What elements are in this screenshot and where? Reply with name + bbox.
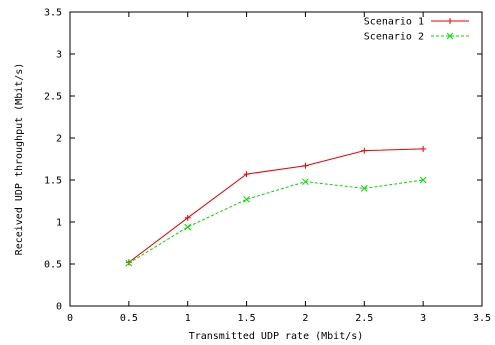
x-tick-label: 0.5 <box>120 313 138 324</box>
legend-label: Scenario 2 <box>364 32 424 43</box>
series-line <box>128 179 424 264</box>
data-point <box>243 195 250 203</box>
data-point <box>360 185 368 192</box>
x-tick-label: 1 <box>185 313 191 324</box>
x-tick-label: 0 <box>67 313 73 324</box>
y-tick-label: 1 <box>56 218 62 229</box>
data-point <box>184 223 192 231</box>
legend-marker <box>446 32 454 40</box>
y-tick-label: 3.5 <box>44 8 62 19</box>
x-tick-label: 3 <box>420 313 426 324</box>
x-tick-label: 2 <box>302 313 308 324</box>
plot-border <box>69 11 483 307</box>
data-point <box>419 176 427 184</box>
ticks: 0 0.5 1 1.5 2 2.5 3 3.5 0 0.5 1 1.5 2 2.5 3 3.5 <box>44 8 491 325</box>
y-tick-label: 2.5 <box>44 92 62 103</box>
x-axis-label: Transmitted UDP rate (Mbit/s) <box>189 331 364 342</box>
legend: Scenario 1 Scenario 2 <box>364 17 469 43</box>
y-tick-label: 1.5 <box>44 176 62 187</box>
series-1 <box>125 145 427 266</box>
x-tick-label: 2.5 <box>355 313 373 324</box>
y-tick-label: 0.5 <box>44 260 62 271</box>
series-2 <box>125 176 427 267</box>
plot-frame <box>69 11 483 307</box>
y-axis-label: Received UDP throughput (Mbit/s) <box>14 63 25 256</box>
y-tick-label: 0 <box>56 302 62 313</box>
data-point <box>125 259 133 267</box>
data-point <box>302 178 309 186</box>
series-line <box>128 148 424 263</box>
y-tick-label: 2 <box>56 134 62 145</box>
x-tick-label: 3.5 <box>473 313 491 324</box>
x-tick-label: 1.5 <box>238 313 256 324</box>
y-tick-label: 3 <box>56 50 62 61</box>
legend-label: Scenario 1 <box>364 17 424 28</box>
series-lines <box>125 145 427 267</box>
